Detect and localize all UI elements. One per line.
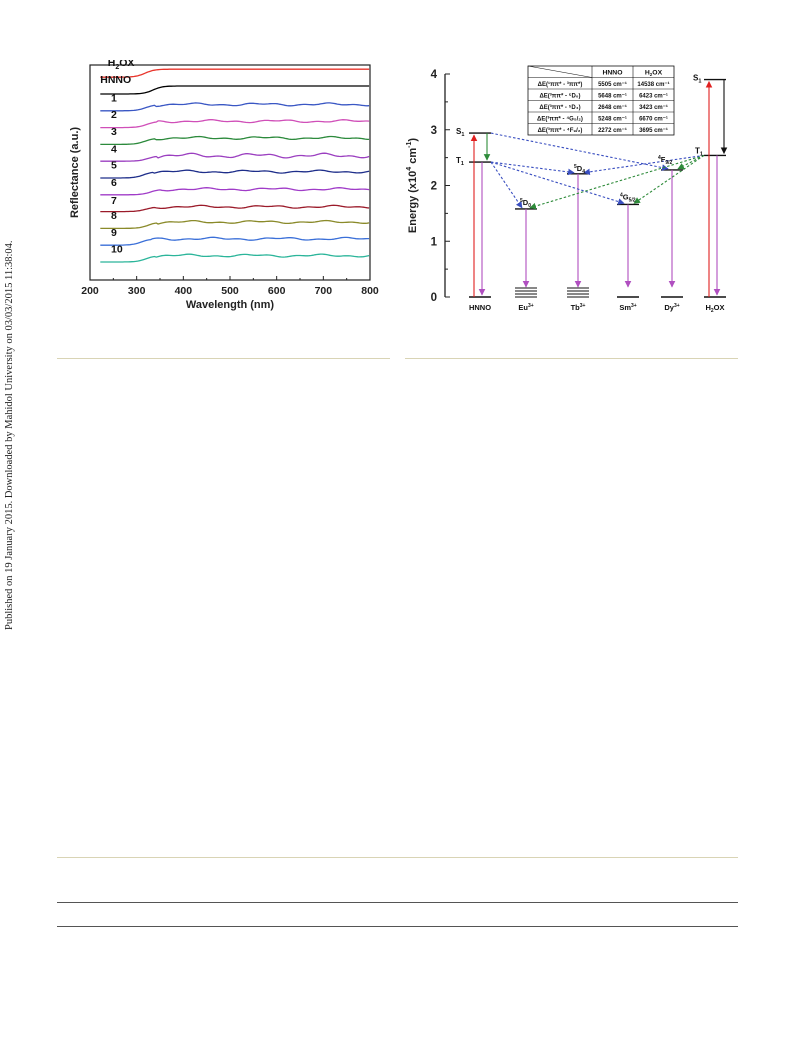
series-line-8	[100, 219, 370, 230]
x-label-sm: Sm3+	[619, 303, 636, 312]
table-row-label: ΔE(³ππ* - ⁴F₉/₂)	[538, 127, 583, 134]
series-label-7: 7	[111, 195, 117, 207]
download-side-note: Published on 19 January 2015. Downloaded…	[4, 230, 18, 630]
series-label-3: 3	[111, 126, 117, 138]
hnno-to-tb-transfer	[490, 161, 575, 176]
right-column-rule	[405, 358, 738, 359]
table-cell-h2ox: 6423 cm⁻¹	[639, 92, 668, 99]
series-line-h2ox	[100, 68, 370, 78]
h2ox-t1-label: T1	[695, 146, 703, 157]
side-note-text: Published on 19 January 2015. Downloaded…	[4, 240, 15, 630]
series-label-2: 2	[111, 109, 117, 121]
x-label-eu: Eu3+	[518, 303, 533, 312]
table-row-label: ΔE(³ππ* - ⁵D₄)	[539, 104, 580, 111]
x-tick-label-600: 600	[268, 285, 286, 297]
eu-level-label: 5D0	[520, 198, 531, 209]
x-tick-label-500: 500	[221, 285, 239, 297]
energy-level-diagram: 0 1 2 3 4 Energy (x104 cm-1) S1 T1 S1 T1 5D0 5D4 4G5…	[406, 65, 728, 314]
hnno-to-dy-transfer	[490, 132, 669, 171]
series-label-6: 6	[111, 177, 117, 189]
hnno-to-sm-transfer	[490, 161, 625, 205]
footer-rule-lower	[57, 926, 738, 927]
series-line-7	[100, 204, 370, 213]
series-label-5: 5	[111, 160, 117, 172]
x-tick-label-300: 300	[128, 285, 146, 297]
x-tick-label-200: 200	[81, 285, 99, 297]
series-label-1: 1	[111, 92, 117, 104]
footer-rule-upper	[57, 902, 738, 903]
left-column-rule	[57, 358, 390, 359]
x-tick-label-400: 400	[175, 285, 193, 297]
y-tick-label-4: 4	[431, 69, 438, 81]
table-header-h2ox: H2OX	[645, 69, 663, 77]
x-label-ox: H2OX	[705, 303, 724, 314]
series-line-6	[100, 187, 370, 196]
table-corner-diagonal	[527, 65, 593, 78]
hnno-to-eu-transfer	[490, 161, 523, 209]
x-label-dy: Dy3+	[664, 303, 679, 312]
series-line-10	[100, 253, 370, 263]
table-cell-hnno: 2648 cm⁻¹	[598, 104, 627, 111]
hnno-s1-label: S1	[456, 127, 464, 138]
series-label-4: 4	[111, 144, 117, 156]
series-line-2	[100, 119, 370, 129]
series-label-h2ox: H2OX	[108, 60, 135, 71]
reflectance-chart: 200 300 400 500 600 700 800 Wavelength (nm) Refl…	[69, 60, 379, 311]
table-cell-hnno: 2272 cm⁻¹	[598, 127, 627, 134]
y-tick-label-2: 2	[431, 181, 437, 193]
series-label-8: 8	[111, 210, 117, 222]
series-line-4	[100, 152, 370, 162]
table-cell-hnno: 5505 cm⁻¹	[598, 81, 627, 88]
series-line-9	[100, 236, 370, 246]
table-header-hnno: HNNO	[602, 69, 622, 76]
footer-gold-rule	[57, 857, 738, 858]
h2ox-to-eu-transfer	[529, 154, 705, 210]
y-tick-label-1: 1	[431, 236, 438, 248]
series-line-hnno	[100, 85, 370, 95]
table-cell-h2ox: 3423 cm⁻¹	[639, 104, 668, 111]
series-label-9: 9	[111, 227, 117, 239]
series-line-5	[100, 169, 370, 179]
table-cell-h2ox: 6670 cm⁻¹	[639, 115, 668, 122]
y-tick-label-0: 0	[431, 292, 437, 304]
h2ox-to-tb-transfer	[583, 154, 705, 176]
h2ox-to-sm-transfer	[633, 154, 705, 204]
h2ox-to-dy-transfer	[677, 154, 705, 170]
sm-level-label: 4G5/2	[620, 192, 636, 203]
table-cell-hnno: 5248 cm⁻¹	[598, 115, 627, 122]
table-cell-h2ox: 14538 cm⁻¹	[637, 81, 669, 88]
x-tick-label-800: 800	[361, 285, 379, 297]
tb-level-label: 5D4	[574, 164, 585, 175]
x-axis-label: Wavelength (nm)	[186, 299, 275, 311]
dy-level-label: 4F9/2	[658, 155, 673, 166]
series-label-10: 10	[111, 244, 123, 256]
table-row-label: ΔE(³ππ* - ⁵D₀)	[539, 92, 580, 99]
series-line-3	[100, 135, 370, 146]
series-line-1	[100, 102, 370, 112]
table-cell-hnno: 5648 cm⁻¹	[598, 92, 627, 99]
h2ox-s1-label: S1	[693, 74, 701, 85]
y-tick-label-3: 3	[431, 125, 437, 137]
series-label-hnno: HNNO	[100, 74, 131, 86]
hnno-t1-label: T1	[456, 156, 464, 167]
x-label-tb: Tb3+	[571, 303, 586, 312]
table-row-label: ΔE(¹ππ* - ³ππ*)	[538, 81, 583, 88]
y-axis-label: Energy (x104 cm-1)	[406, 138, 419, 233]
table-cell-h2ox: 3695 cm⁻¹	[639, 127, 668, 134]
x-tick-label-700: 700	[315, 285, 333, 297]
table-row-label: ΔE(³ππ* - ⁴G₅/₂)	[537, 115, 583, 122]
x-label-hnno: HNNO	[469, 303, 491, 312]
y-axis-label: Reflectance (a.u.)	[69, 127, 81, 218]
